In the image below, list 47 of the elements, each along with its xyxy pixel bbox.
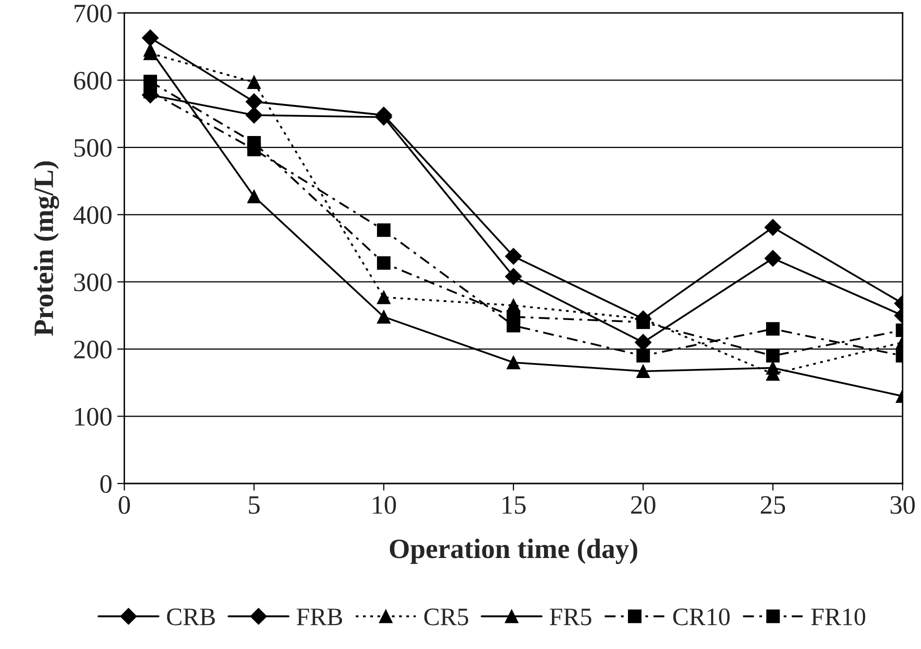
legend-label: FR5 bbox=[550, 608, 592, 626]
point bbox=[144, 84, 158, 98]
point bbox=[636, 349, 650, 363]
x-tick-label: 5 bbox=[248, 496, 260, 514]
point bbox=[246, 93, 262, 110]
point bbox=[505, 248, 522, 265]
point bbox=[142, 29, 159, 46]
y-tick-label: 400 bbox=[73, 206, 112, 224]
x-tick-label: 15 bbox=[502, 496, 526, 514]
x-tick-label: 25 bbox=[760, 496, 786, 514]
legend-label: FRB bbox=[296, 608, 342, 626]
legend-label: FR10 bbox=[811, 608, 866, 626]
y-tick-label: 200 bbox=[74, 340, 112, 358]
legend-label: CRB bbox=[167, 608, 215, 626]
point bbox=[764, 250, 782, 267]
point bbox=[247, 75, 261, 89]
point bbox=[246, 106, 262, 124]
point bbox=[506, 318, 520, 332]
x-tick-label: 10 bbox=[372, 496, 396, 514]
point bbox=[247, 190, 261, 204]
x-tick-label: 0 bbox=[118, 496, 130, 514]
point bbox=[764, 219, 782, 236]
point bbox=[505, 268, 522, 285]
point bbox=[636, 364, 650, 378]
y-tick-label: 500 bbox=[74, 139, 112, 157]
y-tick-label: 700 bbox=[74, 4, 112, 22]
y-axis-title: Protein (mg/L) bbox=[34, 161, 60, 336]
legend-label: CR5 bbox=[424, 608, 468, 626]
x-tick-label: 30 bbox=[890, 496, 915, 514]
y-tick-label: 600 bbox=[74, 72, 112, 90]
point bbox=[376, 310, 391, 324]
point bbox=[247, 142, 261, 156]
legend-label: CR10 bbox=[673, 608, 730, 626]
y-tick-label: 300 bbox=[74, 273, 112, 292]
y-tick-label: 0 bbox=[100, 475, 112, 493]
x-axis-title: Operation time (day) bbox=[390, 538, 638, 564]
point bbox=[636, 315, 650, 329]
point bbox=[376, 290, 391, 304]
point bbox=[766, 349, 780, 363]
point bbox=[144, 43, 158, 57]
point bbox=[766, 361, 780, 375]
y-tick-label: 100 bbox=[75, 408, 112, 426]
point bbox=[376, 223, 391, 237]
point bbox=[376, 256, 391, 270]
x-tick-label: 20 bbox=[631, 496, 656, 514]
point bbox=[766, 322, 780, 336]
point bbox=[506, 356, 520, 370]
